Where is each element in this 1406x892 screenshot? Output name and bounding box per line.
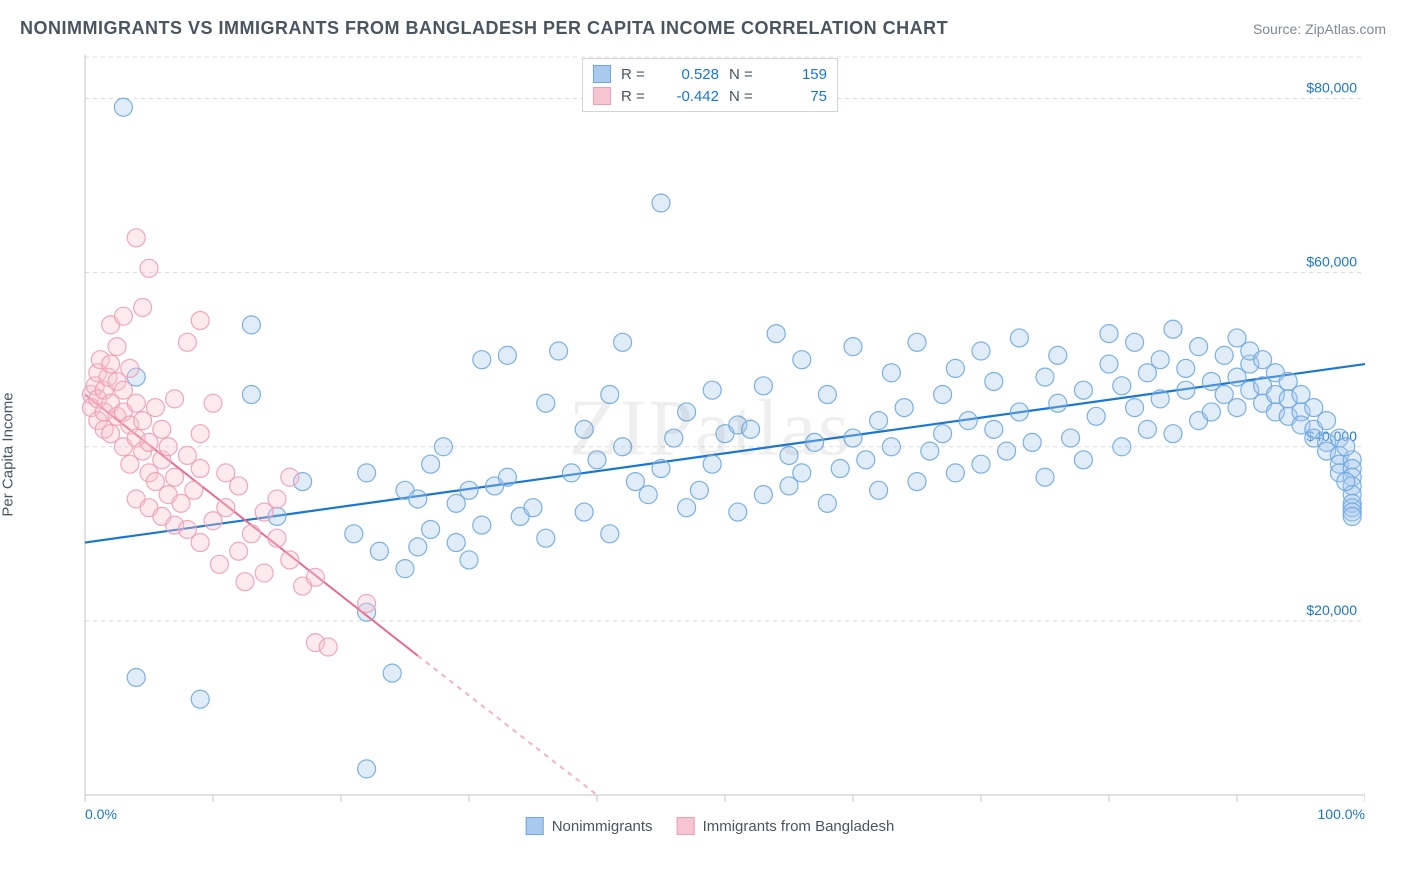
source-name: ZipAtlas.com — [1305, 21, 1386, 37]
svg-text:0.0%: 0.0% — [85, 806, 117, 822]
svg-text:$60,000: $60,000 — [1306, 254, 1357, 270]
legend-row-series-0: R = 0.528 N = 159 — [593, 63, 827, 85]
r-value-1: -0.442 — [659, 88, 719, 105]
legend-item-0: Nonimmigrants — [526, 817, 653, 835]
n-value-1: 75 — [767, 88, 827, 105]
legend-label-1: Immigrants from Bangladesh — [703, 818, 895, 835]
n-label: N = — [729, 66, 757, 83]
chart-header: NONIMMIGRANTS VS IMMIGRANTS FROM BANGLAD… — [20, 18, 1386, 39]
svg-text:100.0%: 100.0% — [1318, 806, 1365, 822]
r-value-0: 0.528 — [659, 66, 719, 83]
chart-area: $20,000$40,000$60,000$80,0000.0%100.0% Z… — [55, 55, 1365, 835]
legend-item-1: Immigrants from Bangladesh — [677, 817, 895, 835]
r-label: R = — [621, 88, 649, 105]
source-prefix: Source: — [1253, 21, 1305, 37]
correlation-legend: R = 0.528 N = 159 R = -0.442 N = 75 — [582, 58, 838, 112]
svg-text:$80,000: $80,000 — [1306, 80, 1357, 96]
chart-svg: $20,000$40,000$60,000$80,0000.0%100.0% — [55, 55, 1365, 835]
legend-swatch-1 — [593, 87, 611, 105]
n-label: N = — [729, 88, 757, 105]
legend-label-0: Nonimmigrants — [552, 818, 653, 835]
chart-source: Source: ZipAtlas.com — [1253, 21, 1386, 37]
legend-swatch-0 — [593, 65, 611, 83]
legend-row-series-1: R = -0.442 N = 75 — [593, 85, 827, 107]
chart-title: NONIMMIGRANTS VS IMMIGRANTS FROM BANGLAD… — [20, 18, 948, 39]
svg-text:$20,000: $20,000 — [1306, 602, 1357, 618]
legend-swatch-immigrants-icon — [677, 817, 695, 835]
series-legend: Nonimmigrants Immigrants from Bangladesh — [526, 817, 895, 835]
n-value-0: 159 — [767, 66, 827, 83]
r-label: R = — [621, 66, 649, 83]
legend-swatch-nonimmigrants-icon — [526, 817, 544, 835]
y-axis-label: Per Capita Income — [0, 392, 17, 516]
